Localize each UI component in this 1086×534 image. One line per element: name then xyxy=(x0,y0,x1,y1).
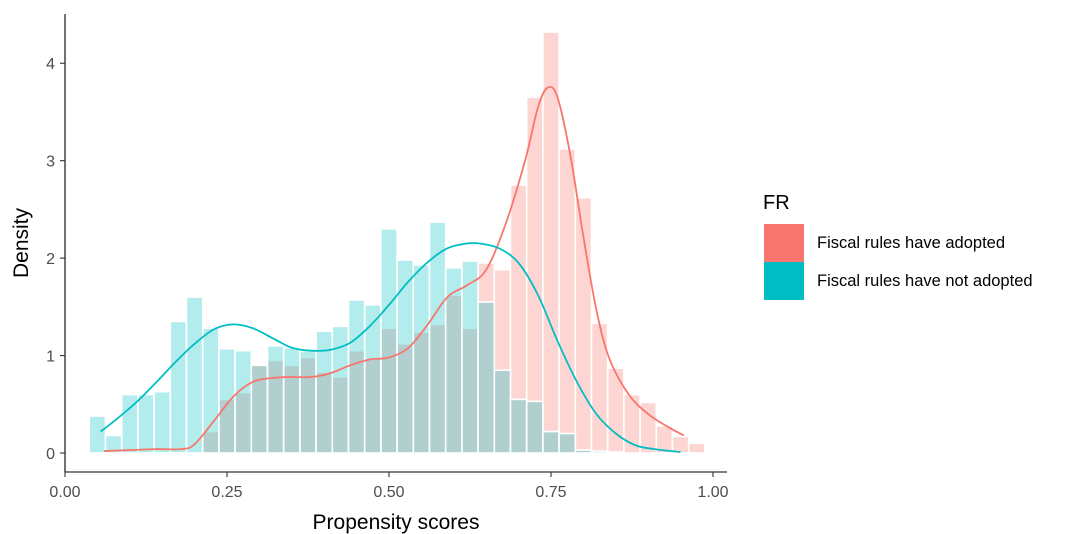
histogram-bar-adopted xyxy=(606,367,625,454)
legend-label-not-adopted: Fiscal rules have not adopted xyxy=(817,272,1033,290)
x-axis-ticks: 0.00 0.25 0.50 0.75 1.00 xyxy=(49,472,729,501)
histogram-bar-not-adopted xyxy=(137,393,155,454)
histogram-bar-adopted xyxy=(590,322,609,454)
histogram-bar-not-adopted xyxy=(347,299,366,454)
legend-label-adopted: Fiscal rules have adopted xyxy=(817,234,1005,252)
x-tick: 0.25 xyxy=(211,472,243,501)
histogram-bar-not-adopted xyxy=(590,450,609,454)
histogram-bar-not-adopted xyxy=(558,432,577,454)
legend-key-adopted xyxy=(764,224,804,262)
x-tick: 1.00 xyxy=(697,472,729,501)
histogram-bar-not-adopted xyxy=(218,347,236,454)
legend-item-adopted: Fiscal rules have adopted xyxy=(764,224,1005,262)
plot-area xyxy=(88,31,706,454)
histogram-bar-not-adopted xyxy=(525,400,544,454)
histogram-bar-not-adopted xyxy=(493,369,512,454)
x-tick: 0.75 xyxy=(535,472,567,501)
y-tick: 4 xyxy=(46,56,65,73)
histogram-bar-not-adopted xyxy=(282,346,301,454)
histogram-bar-not-adopted xyxy=(428,221,447,454)
y-tick-label: 3 xyxy=(46,154,55,171)
x-tick-label: 0.75 xyxy=(535,484,566,501)
y-tick: 0 xyxy=(46,446,65,463)
histogram-bar-adopted xyxy=(671,435,690,454)
y-tick-label: 1 xyxy=(46,349,55,366)
x-tick-label: 0.00 xyxy=(49,484,80,501)
x-tick: 0.00 xyxy=(49,472,81,501)
legend-key-not-adopted xyxy=(764,262,804,300)
histogram-bar-not-adopted xyxy=(574,449,593,454)
legend-title: FR xyxy=(763,192,790,214)
x-tick-label: 0.25 xyxy=(211,484,242,501)
histogram-bar-adopted xyxy=(525,96,544,454)
x-tick-label: 0.50 xyxy=(373,484,404,501)
histogram-bar-not-adopted xyxy=(266,345,285,454)
histogram-bar-not-adopted xyxy=(380,228,398,454)
histogram-bar-not-adopted xyxy=(169,320,188,454)
histogram-bar-not-adopted xyxy=(363,304,382,454)
histogram-bar-not-adopted xyxy=(185,296,204,454)
y-tick: 3 xyxy=(46,154,65,171)
histogram-bar-not-adopted xyxy=(477,301,496,454)
histogram-bar-not-adopted xyxy=(88,415,107,454)
y-axis-ticks: 0 1 2 3 4 xyxy=(46,56,65,463)
y-tick: 2 xyxy=(46,251,65,268)
histogram-bar-not-adopted xyxy=(542,430,560,454)
histogram-bar-adopted xyxy=(687,442,706,454)
histogram-bar-not-adopted xyxy=(509,398,528,454)
y-tick: 1 xyxy=(46,349,65,366)
histogram-bar-not-adopted xyxy=(396,259,415,454)
histogram-bar-not-adopted xyxy=(461,260,479,454)
y-tick-label: 4 xyxy=(46,56,55,73)
histogram-bar-not-adopted xyxy=(153,390,172,454)
histogram-bar-not-adopted xyxy=(412,264,431,454)
histogram-bar-not-adopted xyxy=(201,327,220,454)
x-axis-title: Propensity scores xyxy=(313,511,480,534)
density-curve-not-adopted xyxy=(100,241,681,453)
x-tick-label: 1.00 xyxy=(697,484,728,501)
x-tick: 0.50 xyxy=(373,472,405,501)
legend-item-not-adopted: Fiscal rules have not adopted xyxy=(764,262,1033,300)
y-axis-title: Density xyxy=(10,207,33,278)
histogram-bar-adopted xyxy=(558,148,577,454)
y-tick-label: 0 xyxy=(46,446,55,463)
density-curve-adopted xyxy=(103,85,685,452)
histogram-bar-not-adopted xyxy=(299,349,317,454)
histogram-bar-not-adopted xyxy=(606,451,625,454)
y-tick-label: 2 xyxy=(46,251,55,268)
legend: FR Fiscal rules have adopted Fiscal rule… xyxy=(763,192,1033,300)
histogram-bar-not-adopted xyxy=(234,349,253,454)
